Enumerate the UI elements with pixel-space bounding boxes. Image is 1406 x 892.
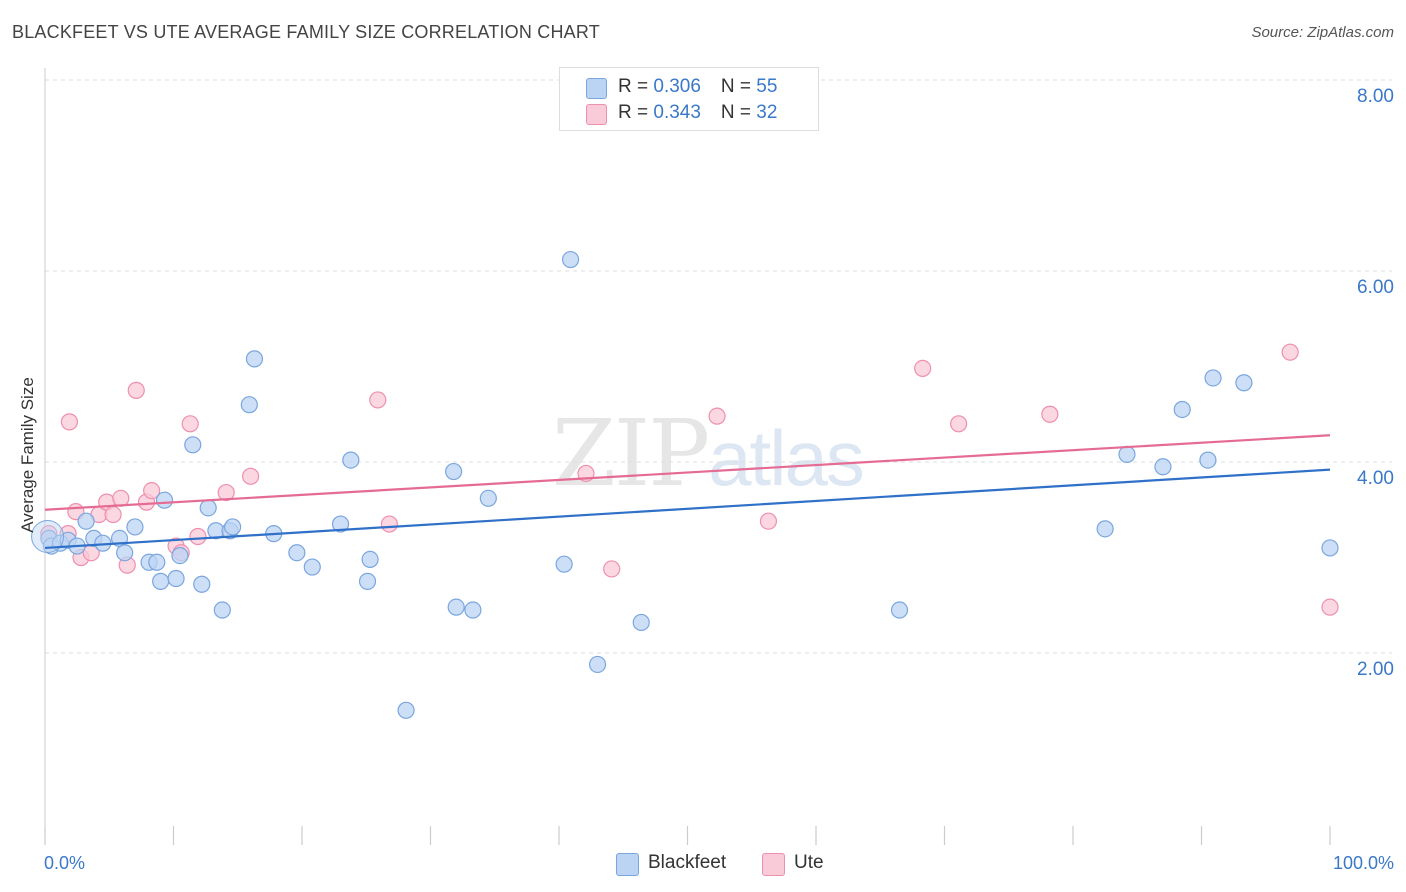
legend-swatch-blackfeet [586,78,607,99]
legend-label-ute: Ute [794,852,824,873]
blackfeet-point-5 [77,512,95,530]
blackfeet-point-35 [447,598,465,616]
x-tick-label-min: 0.0% [44,853,86,873]
blackfeet-point-25 [245,350,264,368]
blackfeet-point-10 [126,518,144,536]
blackfeet-point-39 [561,250,580,269]
trend-lines [44,434,1331,550]
y-tick-label-4: 4.00 [1357,468,1394,489]
blackfeet-point-28 [303,558,321,576]
blackfeet-point-27 [288,544,306,562]
legend-swatch-blackfeet [616,853,639,876]
blackfeet-point-42 [890,601,909,619]
y-tick-label-2: 2.00 [1357,659,1394,680]
blackfeet-point-38 [555,555,573,573]
ute-point-20 [369,391,387,409]
blackfeet-point-24 [240,396,258,414]
legend-n-value: 32 [756,102,778,123]
legend-n-value: 55 [756,76,778,97]
blackfeet-point-17 [184,436,202,454]
ute-point-21 [380,515,398,533]
blackfeet-point-15 [167,569,185,588]
ute-point-30 [1321,598,1339,616]
ute-point-29 [1281,343,1299,361]
blackfeet-point-46 [1173,400,1191,419]
blackfeet-trend-line [44,468,1331,550]
blackfeet-point-14 [155,491,174,509]
blackfeet-point-45 [1154,458,1172,476]
legend-r-value: 0.306 [653,76,701,97]
legend-label-blackfeet: Blackfeet [648,852,727,873]
axes [44,68,1331,845]
ute-point-17 [189,527,207,546]
ute-point-11 [127,381,145,399]
source-label: Source: ZipAtlas.com [1251,24,1394,41]
ute-points [40,343,1339,616]
blackfeet-point-40 [588,655,607,674]
legend-n-label: N = [720,102,757,123]
blackfeet-point-19 [199,499,217,517]
ute-point-8 [104,505,122,524]
ute-point-24 [708,407,726,425]
blackfeet-point-50 [1321,539,1339,557]
blackfeet-point-43 [1096,520,1114,538]
legend-n-label: N = [720,76,757,97]
blackfeet-point-41 [632,613,650,632]
ute-point-2 [60,413,79,431]
y-axis-label: Average Family Size [18,377,37,533]
legend-r-label: R = [618,76,654,97]
correlation-legend: R = 0.306 N = 55 R = 0.343 N = 32 [559,67,819,131]
blackfeet-point-44 [1118,445,1136,463]
ute-point-18 [217,483,235,502]
watermark: ZIPatlas [552,400,865,507]
watermark-atlas: atlas [708,414,865,502]
blackfeet-point-33 [397,701,415,719]
blackfeet-point-9 [116,544,134,562]
y-tick-label-8: 8.00 [1357,86,1394,107]
ute-point-19 [242,467,260,485]
blackfeet-point-30 [342,451,360,469]
ute-point-25 [759,512,778,530]
blackfeet-point-12 [148,553,166,571]
blackfeet-point-21 [213,601,231,619]
blackfeet-point-23 [224,518,242,536]
blackfeet-point-13 [152,572,170,590]
ute-point-26 [914,359,932,378]
blackfeet-point-29 [331,515,350,533]
legend-r-value: 0.343 [653,102,701,123]
blackfeet-point-49 [1235,374,1253,392]
chart-title: BLACKFEET VS UTE AVERAGE FAMILY SIZE COR… [12,22,600,42]
ute-point-23 [603,560,621,578]
legend-swatch-ute [586,104,607,125]
legend-r-label: R = [618,102,654,123]
blackfeet-point-37 [479,489,497,507]
blackfeet-point-32 [361,550,379,569]
ute-point-13 [143,482,161,500]
blackfeet-point-16 [171,546,189,565]
ute-trend-line [44,434,1331,511]
grid-lines [45,79,1392,654]
blackfeet-cluster-point [31,519,65,553]
y-tick-label-6: 6.00 [1357,277,1394,298]
x-tick-label-max: 100.0% [1332,853,1394,873]
ute-point-27 [950,415,968,433]
blackfeet-point-34 [445,462,463,481]
watermark-zip: ZIP [552,400,710,507]
blackfeet-point-47 [1199,451,1217,469]
ute-point-16 [181,415,199,433]
blackfeet-point-36 [464,601,482,619]
ute-point-28 [1041,405,1059,423]
blackfeet-point-18 [193,575,211,593]
blackfeet-point-31 [358,572,377,590]
blackfeet-point-48 [1204,369,1222,387]
ute-point-9 [112,489,130,507]
legend-swatch-ute [762,853,785,876]
